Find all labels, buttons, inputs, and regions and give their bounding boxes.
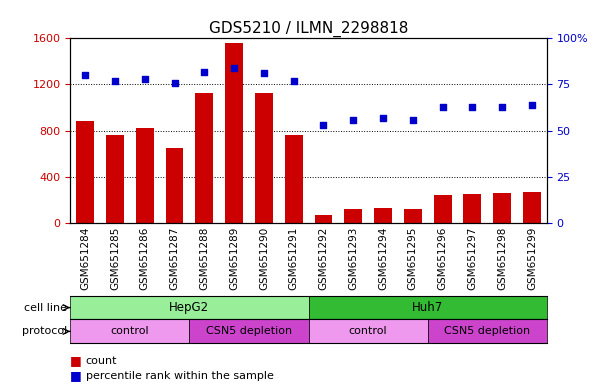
Text: GSM651297: GSM651297 <box>467 227 477 290</box>
FancyBboxPatch shape <box>70 319 189 343</box>
Text: GSM651292: GSM651292 <box>318 227 329 290</box>
Text: GSM651285: GSM651285 <box>110 227 120 290</box>
FancyBboxPatch shape <box>70 296 309 319</box>
Point <box>289 78 299 84</box>
Bar <box>315 215 332 223</box>
Text: GSM651290: GSM651290 <box>259 227 269 290</box>
Text: GSM651286: GSM651286 <box>140 227 150 290</box>
Text: percentile rank within the sample: percentile rank within the sample <box>86 371 273 381</box>
Text: ■: ■ <box>70 369 82 382</box>
Text: GSM651288: GSM651288 <box>199 227 210 290</box>
Point <box>170 79 180 86</box>
Bar <box>374 208 392 223</box>
Point <box>497 104 507 110</box>
Point <box>378 114 388 121</box>
Bar <box>136 128 154 223</box>
FancyBboxPatch shape <box>189 319 309 343</box>
Text: HepG2: HepG2 <box>169 301 210 314</box>
Bar <box>106 135 124 223</box>
Text: CSN5 depletion: CSN5 depletion <box>206 326 292 336</box>
Point <box>467 104 477 110</box>
Point <box>527 102 537 108</box>
Bar <box>404 209 422 223</box>
Bar <box>76 121 94 223</box>
Point <box>259 70 269 76</box>
Bar <box>255 93 273 223</box>
Text: GSM651298: GSM651298 <box>497 227 507 290</box>
FancyBboxPatch shape <box>428 319 547 343</box>
FancyBboxPatch shape <box>309 319 428 343</box>
FancyBboxPatch shape <box>309 296 547 319</box>
Text: Huh7: Huh7 <box>412 301 444 314</box>
Text: GSM651287: GSM651287 <box>169 227 180 290</box>
Point <box>80 72 90 78</box>
Text: protocol: protocol <box>22 326 67 336</box>
Text: ■: ■ <box>70 354 82 367</box>
Point <box>348 116 358 122</box>
Text: control: control <box>349 326 387 336</box>
Text: CSN5 depletion: CSN5 depletion <box>444 326 530 336</box>
Point <box>140 76 150 82</box>
Text: GSM651293: GSM651293 <box>348 227 358 290</box>
Text: GSM651296: GSM651296 <box>437 227 448 290</box>
Text: count: count <box>86 356 117 366</box>
Point <box>199 68 209 74</box>
Text: GSM651294: GSM651294 <box>378 227 388 290</box>
Text: GSM651284: GSM651284 <box>80 227 90 290</box>
Point <box>318 122 328 128</box>
Bar <box>166 148 183 223</box>
Text: cell line: cell line <box>24 303 67 313</box>
Text: control: control <box>111 326 149 336</box>
Text: GSM651291: GSM651291 <box>288 227 299 290</box>
Point <box>437 104 447 110</box>
Bar <box>463 194 481 223</box>
Point <box>408 116 418 122</box>
Bar <box>345 209 362 223</box>
Bar <box>196 93 213 223</box>
Bar <box>225 43 243 223</box>
Bar <box>493 194 511 223</box>
Bar <box>285 135 302 223</box>
Text: GSM651295: GSM651295 <box>408 227 418 290</box>
Title: GDS5210 / ILMN_2298818: GDS5210 / ILMN_2298818 <box>209 21 408 37</box>
Point <box>110 78 120 84</box>
Point <box>229 65 239 71</box>
Bar <box>434 195 452 223</box>
Text: GSM651299: GSM651299 <box>527 227 537 290</box>
Bar <box>523 192 541 223</box>
Text: GSM651289: GSM651289 <box>229 227 239 290</box>
